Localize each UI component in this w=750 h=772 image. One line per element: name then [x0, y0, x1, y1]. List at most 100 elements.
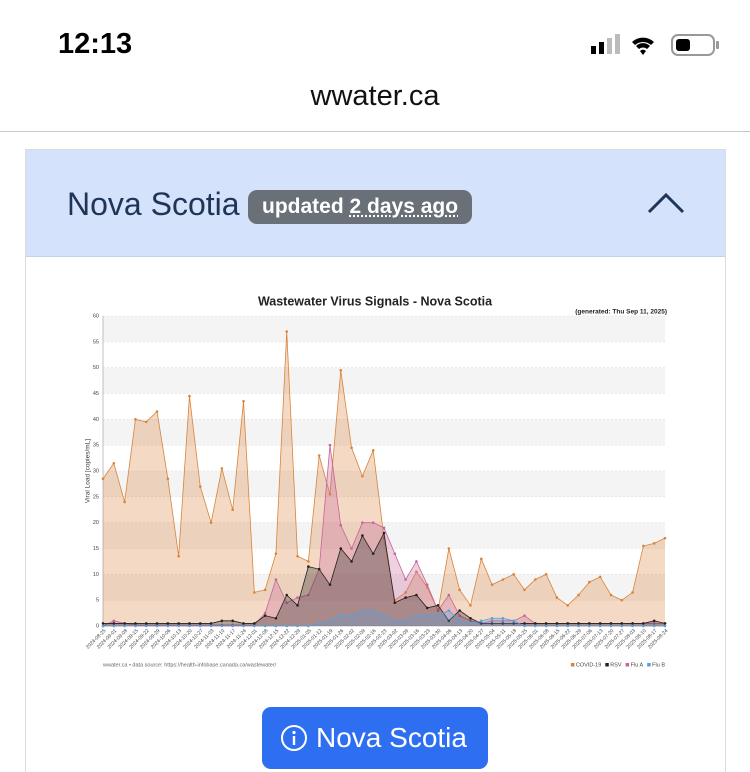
data-point — [652, 619, 656, 623]
data-point — [263, 614, 267, 617]
data-point — [123, 500, 126, 504]
data-point — [253, 622, 256, 625]
data-point — [177, 554, 180, 558]
grid-band — [103, 316, 665, 342]
data-point — [663, 622, 667, 625]
legend-label: COVID-19 — [576, 662, 601, 668]
data-point — [501, 616, 505, 620]
data-point — [371, 449, 375, 452]
data-point — [253, 624, 256, 628]
data-point — [415, 614, 418, 617]
button-label: Nova Scotia — [316, 722, 467, 753]
legend-swatch — [605, 663, 609, 667]
y-tick-label: 10 — [93, 572, 99, 578]
data-point — [220, 467, 224, 470]
url-bar[interactable]: wwater.ca — [310, 80, 440, 112]
data-point — [620, 598, 624, 602]
y-tick-label: 25 — [93, 494, 99, 500]
region-button[interactable]: Nova Scotia — [262, 707, 488, 769]
data-point — [555, 622, 559, 625]
y-tick-label: 45 — [93, 391, 99, 397]
chart-subtitle: (generated: Thu Sep 11, 2025) — [575, 309, 667, 316]
data-point — [361, 474, 364, 478]
data-point — [188, 394, 191, 398]
data-point — [393, 552, 397, 555]
data-point — [534, 622, 537, 625]
data-point — [285, 624, 289, 628]
data-point — [566, 622, 570, 625]
data-point — [198, 485, 202, 488]
data-point — [242, 622, 245, 625]
data-point — [479, 622, 483, 625]
data-point — [523, 614, 526, 617]
data-point — [296, 604, 299, 607]
data-point — [588, 580, 591, 584]
data-point — [198, 624, 202, 628]
legend-swatch — [625, 663, 630, 667]
data-point — [447, 593, 451, 597]
status-time: 12:13 — [58, 28, 133, 60]
collapse-icon[interactable] — [646, 190, 686, 216]
data-point — [274, 552, 278, 555]
data-point — [123, 624, 126, 628]
data-point — [555, 624, 559, 628]
legend-label: Flu A — [631, 662, 644, 668]
y-tick-label: 15 — [93, 546, 99, 552]
grid-band — [103, 419, 665, 446]
data-point — [404, 596, 407, 599]
data-point — [339, 368, 343, 372]
data-point — [620, 624, 624, 628]
data-point — [631, 624, 634, 628]
data-point — [458, 588, 461, 592]
data-point — [188, 622, 191, 625]
data-point — [631, 622, 634, 625]
data-point — [350, 560, 353, 563]
data-point — [501, 578, 505, 581]
data-point — [598, 622, 602, 625]
data-point — [501, 622, 505, 625]
data-point — [512, 573, 515, 576]
data-point — [598, 624, 602, 628]
data-point — [652, 542, 656, 545]
data-point — [425, 583, 429, 586]
data-point — [447, 547, 451, 550]
panel-header[interactable]: Nova Scotia updated 2 days ago — [26, 150, 725, 257]
data-point — [350, 614, 353, 617]
data-point — [523, 588, 526, 592]
data-point — [371, 521, 375, 524]
status-icons — [591, 34, 719, 56]
data-point — [577, 593, 580, 597]
data-point — [469, 616, 472, 620]
data-point — [220, 619, 224, 623]
data-point — [447, 609, 451, 612]
chart-title: Wastewater Virus Signals - Nova Scotia — [258, 294, 493, 308]
y-tick-label: 35 — [93, 443, 99, 449]
data-point — [317, 622, 321, 625]
data-point — [458, 614, 461, 617]
data-point — [296, 554, 299, 558]
data-point — [469, 619, 472, 623]
data-point — [609, 624, 613, 628]
grid-band — [103, 367, 665, 394]
data-point — [144, 622, 148, 625]
data-point — [577, 622, 580, 625]
region-panel: Nova Scotia updated 2 days ago — [25, 149, 726, 772]
panel-title: Nova Scotia — [67, 186, 240, 222]
data-point — [534, 578, 537, 581]
data-point — [555, 596, 559, 599]
data-point — [663, 536, 667, 540]
data-point — [566, 624, 570, 628]
data-point — [490, 616, 494, 620]
data-point — [371, 609, 375, 612]
y-axis-label: Viral Load [copies/mL] — [85, 439, 92, 503]
y-tick-label: 0 — [96, 623, 99, 629]
data-point — [490, 622, 494, 625]
data-point — [177, 624, 180, 628]
data-point — [112, 624, 116, 628]
data-point — [436, 604, 440, 607]
grid-band — [103, 574, 665, 601]
data-point — [317, 454, 321, 457]
data-point — [155, 622, 159, 625]
data-point — [404, 578, 407, 581]
